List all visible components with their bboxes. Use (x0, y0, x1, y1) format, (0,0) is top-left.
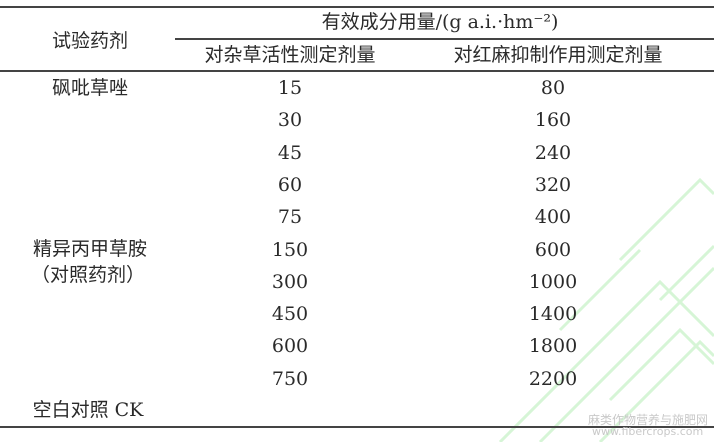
weed-dose-cell: 600 (271, 335, 309, 358)
kenaf-dose-cell: 400 (534, 206, 572, 229)
weed-dose-cell: 30 (277, 109, 303, 132)
weed-dose-cell: 15 (277, 77, 303, 99)
weed-dose-cell: 150 (271, 238, 309, 261)
kenaf-dose-cell: 240 (534, 141, 572, 164)
kenaf-dose-cell: 80 (540, 77, 566, 99)
kenaf-dose-cell: 1400 (528, 303, 578, 326)
group-rule (175, 38, 714, 40)
kenaf-dose-cell: 320 (534, 173, 572, 196)
header-agent: 试验药剂 (51, 30, 129, 52)
watermark-text: 麻类作物营养与施肥网 (588, 413, 709, 427)
top-rule (0, 6, 714, 8)
kenaf-dose-cell: 2200 (528, 367, 578, 390)
weed-dose-cell: 45 (277, 141, 303, 164)
weed-dose-cell: 450 (271, 303, 309, 326)
agent-1: 砜吡草唑 (51, 77, 129, 99)
weed-dose-cell: 750 (271, 367, 309, 390)
agent-2-note: （对照药剂） (30, 264, 146, 286)
watermark-url: www.fibercrops.com (592, 425, 704, 438)
weed-dose-cell: 60 (277, 173, 303, 196)
kenaf-dose-cell: 1800 (528, 335, 578, 358)
agent-3: 空白对照 CK (32, 399, 144, 421)
header-weed-dose: 对杂草活性测定剂量 (204, 44, 376, 66)
bottom-rule (0, 426, 714, 428)
weed-dose-cell: 300 (271, 270, 309, 293)
kenaf-dose-cell: 160 (534, 109, 572, 132)
kenaf-dose-cell: 1000 (528, 270, 578, 293)
header-group: 有效成分用量/(g a.i.·hm⁻²) (321, 11, 559, 33)
weed-dose-cell: 75 (277, 206, 303, 229)
header-rule (0, 70, 714, 72)
header-kenaf-dose: 对红麻抑制作用测定剂量 (453, 44, 663, 66)
kenaf-dose-cell: 600 (534, 238, 572, 261)
agent-2: 精异丙甲草胺 (32, 238, 148, 260)
